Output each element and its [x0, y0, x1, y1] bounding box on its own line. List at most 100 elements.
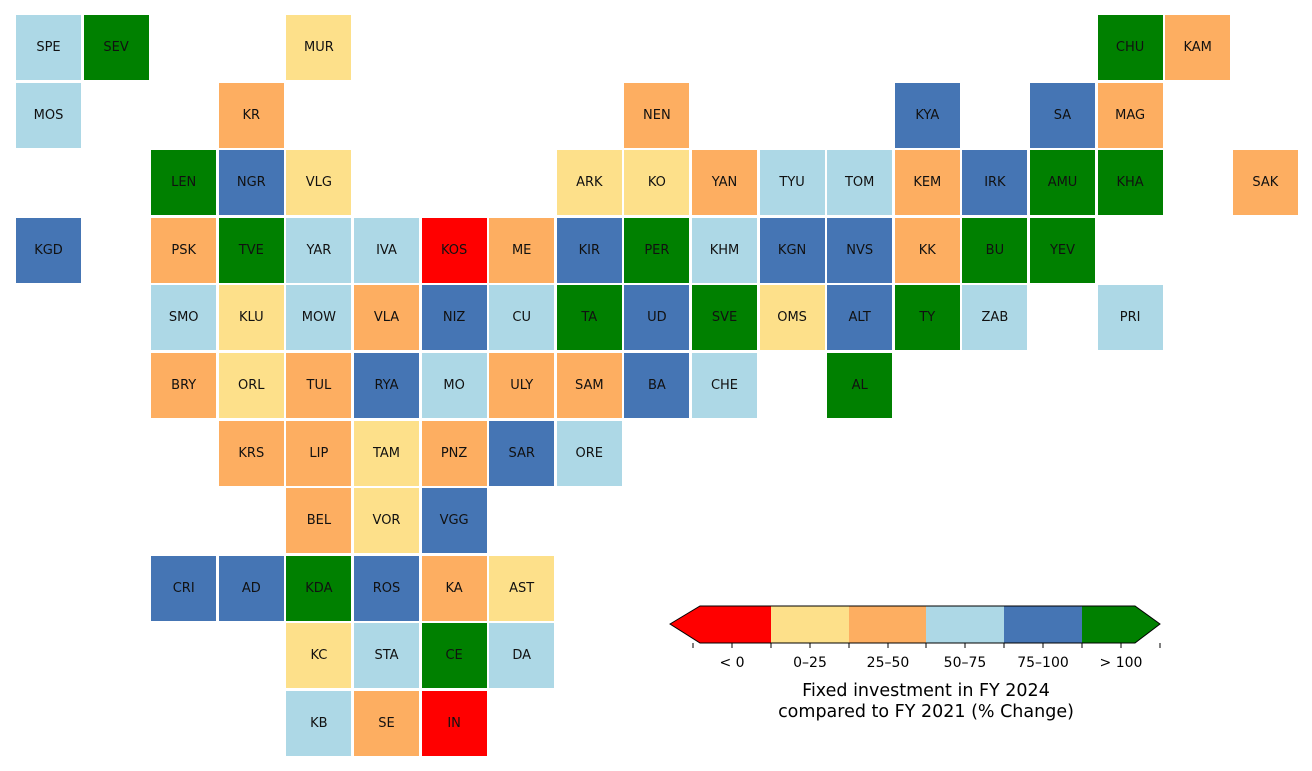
region-tile-kam: KAM [1164, 14, 1232, 81]
region-tile-bry: BRY [150, 352, 218, 419]
region-tile-al: AL [826, 352, 894, 419]
region-tile-vlg: VLG [285, 149, 353, 217]
region-tile-ko: KO [623, 149, 691, 217]
region-tile-ty: TY [893, 284, 961, 352]
region-tile-ka: KA [420, 554, 488, 622]
region-tile-cri: CRI [150, 554, 218, 622]
colorbar-legend: < 0 0–25 25–50 50–75 75–100 > 100 [669, 605, 1161, 671]
region-tile-sam: SAM [555, 352, 623, 419]
region-tile-ad: AD [217, 554, 285, 622]
region-tile-me: ME [488, 216, 556, 284]
region-tile-sa: SA [1029, 81, 1096, 149]
region-tile-oms: OMS [758, 284, 826, 352]
region-tile-len: LEN [150, 149, 218, 217]
region-tile-kos: KOS [420, 216, 488, 284]
region-tile-mo: MO [420, 352, 488, 419]
region-tile-kya: KYA [893, 81, 961, 149]
region-tile-kk: KK [893, 216, 961, 284]
region-tile-chu: CHU [1096, 14, 1164, 81]
region-tile-mag: MAG [1096, 81, 1164, 149]
region-tile-zab: ZAB [961, 284, 1029, 352]
region-tile-kir: KIR [555, 216, 623, 284]
region-tile-tyu: TYU [758, 149, 826, 217]
legend-label-75-100: 75–100 [1017, 655, 1069, 671]
legend-swatch-25-50 [849, 606, 926, 643]
region-tile-krs: KRS [217, 419, 285, 487]
region-tile-ros: ROS [353, 554, 420, 622]
region-tile-nvs: NVS [826, 216, 894, 284]
legend-label-lt0: < 0 [719, 655, 744, 671]
region-tile-mur: MUR [285, 14, 353, 81]
region-tile-ta: TA [555, 284, 623, 352]
region-tile-orl: ORL [217, 352, 285, 419]
region-tile-kc: KC [285, 622, 353, 690]
region-tile-kr: KR [217, 81, 285, 149]
region-tile-pri: PRI [1096, 284, 1164, 352]
region-tile-uly: ULY [488, 352, 556, 419]
region-tile-alt: ALT [826, 284, 894, 352]
region-tile-vgg: VGG [420, 487, 488, 555]
region-tile-smo: SMO [150, 284, 218, 352]
region-tile-per: PER [623, 216, 691, 284]
region-tile-kb: KB [285, 690, 353, 757]
legend-label-25-50: 25–50 [867, 655, 910, 671]
region-tile-tve: TVE [217, 216, 285, 284]
region-tile-in: IN [420, 690, 488, 757]
legend-swatch-lt0 [670, 606, 771, 643]
region-tile-kgn: KGN [758, 216, 826, 284]
region-tile-ce: CE [420, 622, 488, 690]
region-tile-tam: TAM [353, 419, 420, 487]
region-tile-ud: UD [623, 284, 691, 352]
legend-label-50-75: 50–75 [944, 655, 987, 671]
legend-swatch-gt100 [1082, 606, 1160, 643]
legend-label-gt100: > 100 [1100, 655, 1143, 671]
region-tile-sar: SAR [488, 419, 556, 487]
legend-swatch-75-100 [1004, 606, 1082, 643]
legend-outline [669, 605, 1161, 644]
region-tile-bel: BEL [285, 487, 353, 555]
region-tile-khm: KHM [691, 216, 758, 284]
region-tile-yan: YAN [691, 149, 758, 217]
legend-title: Fixed investment in FY 2024 compared to … [778, 681, 1074, 722]
region-tile-ast: AST [488, 554, 556, 622]
region-tile-yev: YEV [1029, 216, 1096, 284]
region-tile-lip: LIP [285, 419, 353, 487]
legend-swatch-50-75 [926, 606, 1004, 643]
region-tile-mos: MOS [15, 81, 82, 149]
region-tile-vla: VLA [353, 284, 420, 352]
region-tile-ark: ARK [555, 149, 623, 217]
region-tile-sta: STA [353, 622, 420, 690]
region-tile-spe: SPE [15, 14, 82, 81]
region-tile-tul: TUL [285, 352, 353, 419]
region-tile-psk: PSK [150, 216, 218, 284]
region-tile-mow: MOW [285, 284, 353, 352]
region-tile-klu: KLU [217, 284, 285, 352]
region-tile-kem: KEM [893, 149, 961, 217]
region-tile-da: DA [488, 622, 556, 690]
region-tile-se: SE [353, 690, 420, 757]
region-tile-kha: KHA [1096, 149, 1164, 217]
region-tile-che: CHE [691, 352, 758, 419]
region-tile-yar: YAR [285, 216, 353, 284]
legend-label-0-25: 0–25 [793, 655, 827, 671]
region-tile-nen: NEN [623, 81, 691, 149]
region-tile-iva: IVA [353, 216, 420, 284]
region-tile-ba: BA [623, 352, 691, 419]
region-tile-sev: SEV [82, 14, 150, 81]
region-tile-ore: ORE [555, 419, 623, 487]
region-tile-ngr: NGR [217, 149, 285, 217]
region-tile-vor: VOR [353, 487, 420, 555]
region-tile-kgd: KGD [15, 216, 82, 284]
region-tile-sve: SVE [691, 284, 758, 352]
region-tile-rya: RYA [353, 352, 420, 419]
region-tile-amu: AMU [1029, 149, 1096, 217]
region-tile-niz: NIZ [420, 284, 488, 352]
region-tile-sak: SAK [1231, 149, 1299, 217]
region-tile-kda: KDA [285, 554, 353, 622]
region-tile-irk: IRK [961, 149, 1029, 217]
region-tile-pnz: PNZ [420, 419, 488, 487]
region-tile-cu: CU [488, 284, 556, 352]
region-tile-tom: TOM [826, 149, 894, 217]
region-tile-bu: BU [961, 216, 1029, 284]
